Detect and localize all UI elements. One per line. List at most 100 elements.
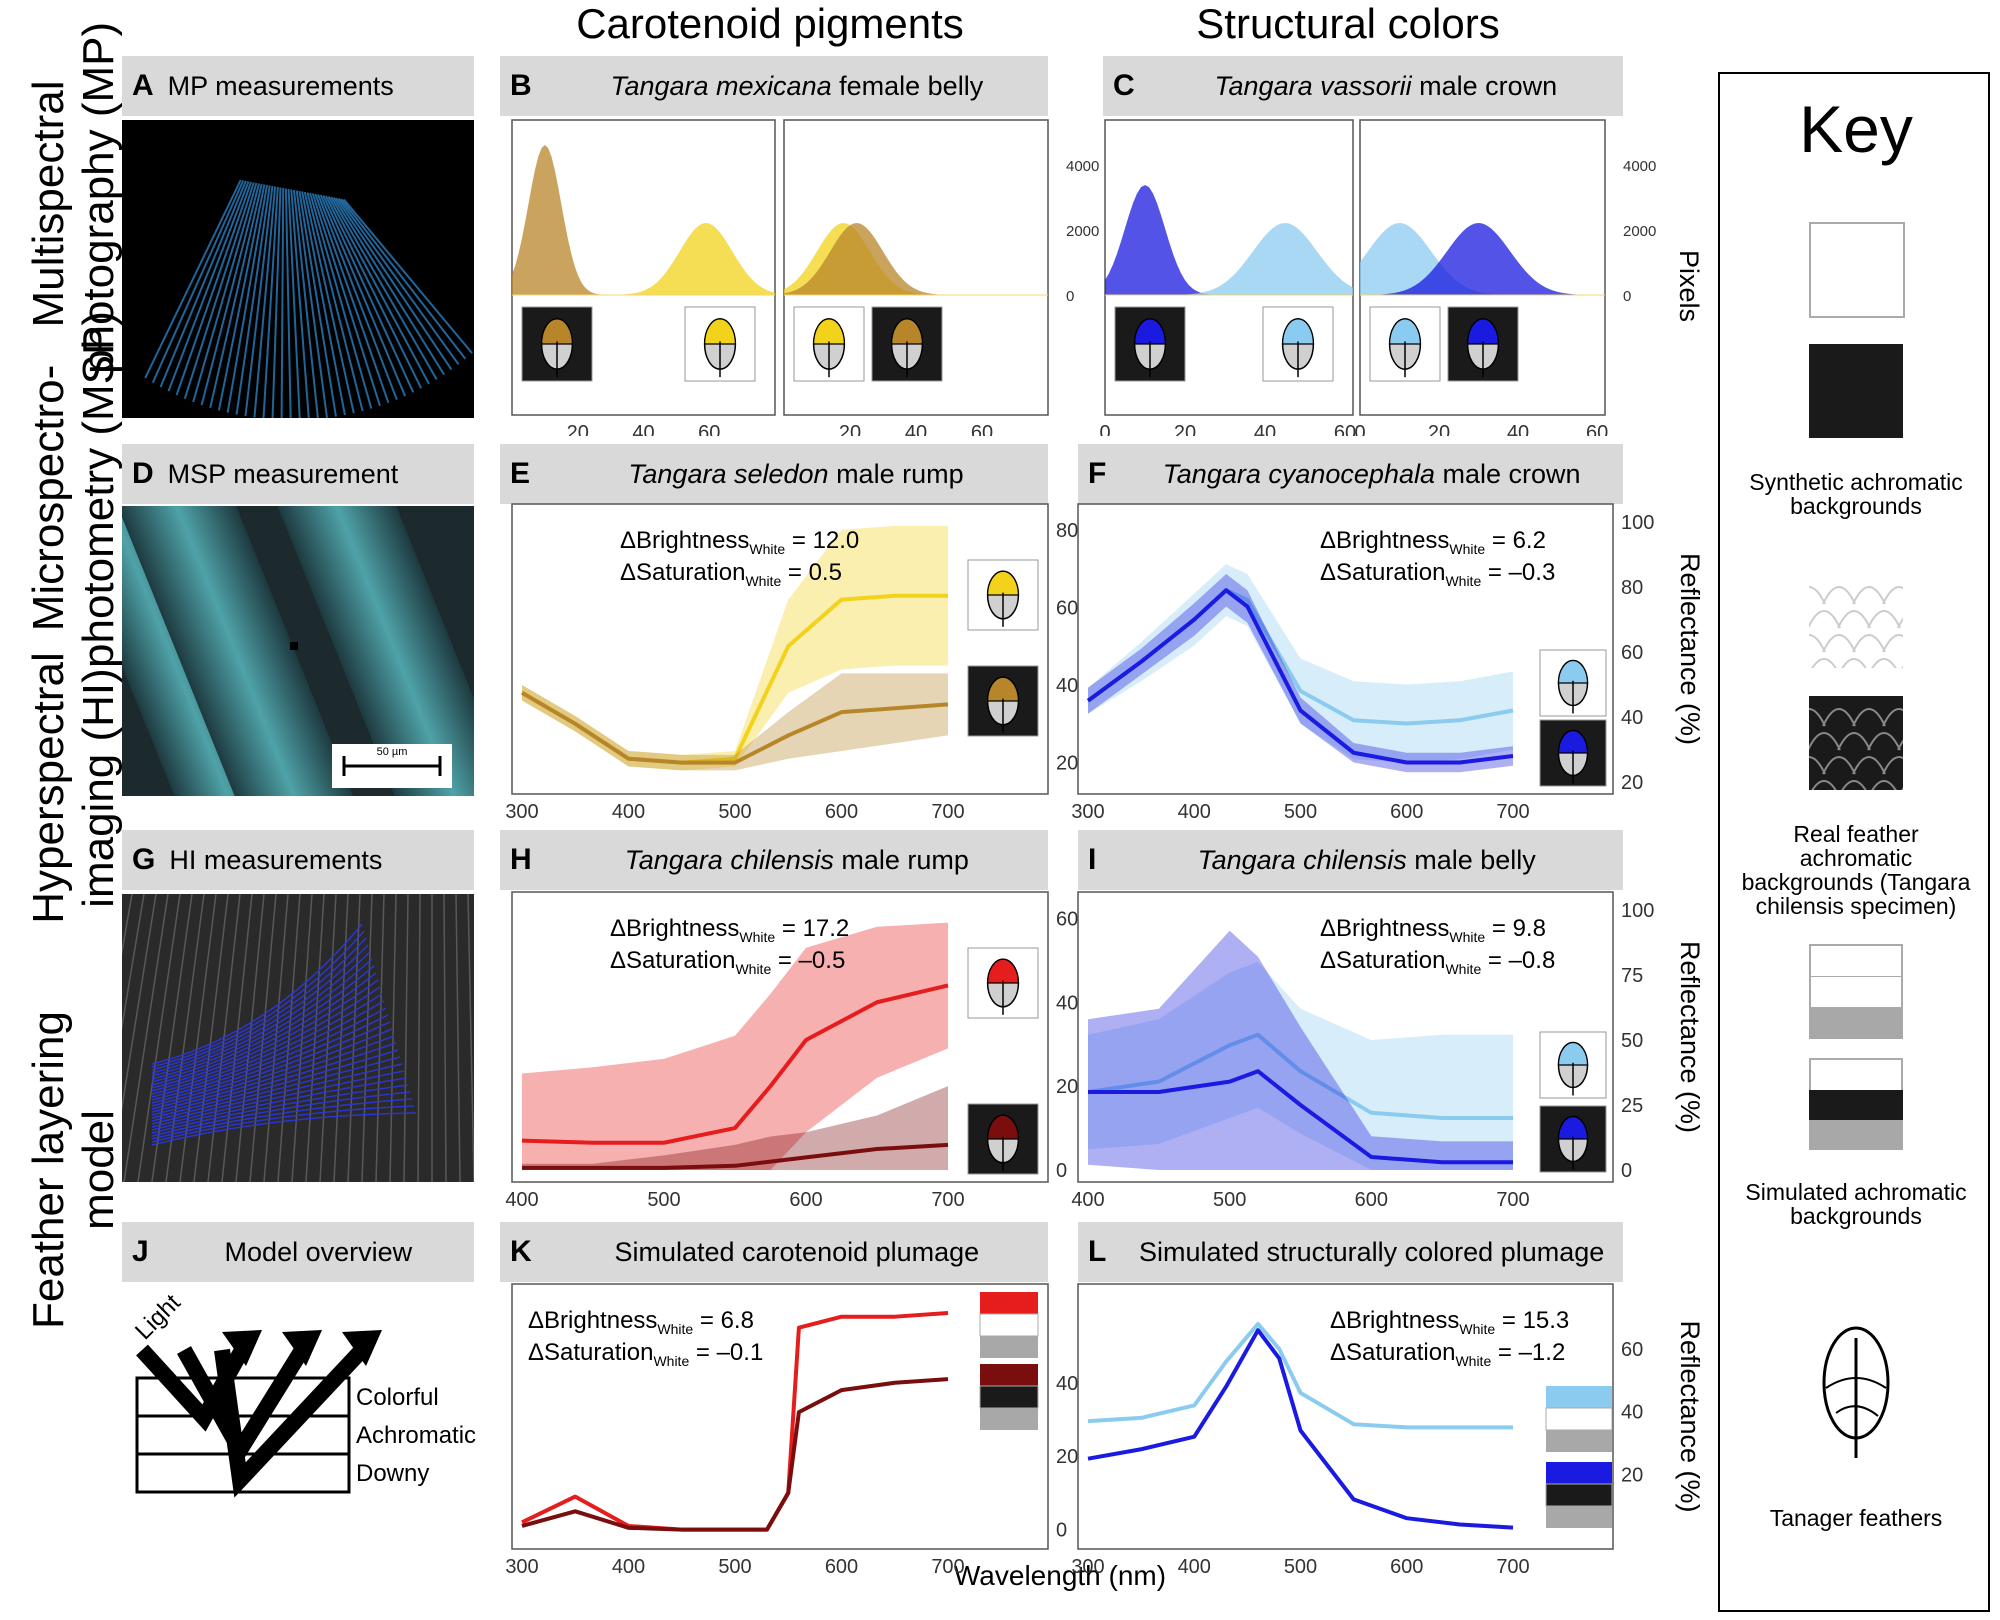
delta-brightness: ΔBrightnessWhite = 6.8 <box>528 1307 754 1337</box>
scale <box>1811 658 1837 668</box>
feather-icon <box>1447 306 1519 382</box>
feather-color <box>986 958 1020 984</box>
barb-line <box>151 1063 403 1125</box>
fibre <box>175 181 253 396</box>
measurement-spot <box>290 642 298 650</box>
row-label-hi: Hyperspectral imaging (HI) <box>24 652 123 924</box>
y-tick: 2000 <box>1623 223 1656 240</box>
scale <box>1822 708 1856 727</box>
band-black <box>522 1086 948 1170</box>
fibre <box>303 191 355 414</box>
barb-line <box>151 965 375 1083</box>
scale <box>1867 732 1901 751</box>
feather-color <box>1281 318 1315 345</box>
panel-d-header: D MSP measurement <box>122 444 474 504</box>
row-label-model: Feather layering model <box>24 1011 123 1329</box>
chart-frame <box>511 503 1049 795</box>
scale <box>1809 708 1826 727</box>
chart-frame <box>511 891 1049 1183</box>
feather-icon-white <box>1539 649 1607 717</box>
swatch-achromatic <box>979 1313 1039 1337</box>
scale <box>1897 739 1903 751</box>
y-tick: 0 <box>1623 288 1631 305</box>
barb-texture <box>122 894 133 956</box>
histogram-white <box>1157 223 1353 295</box>
barb-line <box>151 944 369 1074</box>
y-tick: 40 <box>1621 707 1643 729</box>
swatch-achromatic <box>1545 1483 1613 1507</box>
delta-saturation: ΔSaturationWhite = –0.5 <box>610 947 845 977</box>
fibre <box>280 187 285 418</box>
key-white-background <box>1809 222 1905 318</box>
key-real-label: Real feather achromatic backgrounds (Tanga… <box>1741 821 1971 919</box>
barb-texture <box>291 894 313 1182</box>
scale <box>1837 610 1871 629</box>
y-tick: 0 <box>1621 1160 1632 1182</box>
wavelength-axis-label: Wavelength (nm) <box>953 1560 1167 1591</box>
x-tick: 40 <box>632 422 654 436</box>
histogram-row: 204060Lightness (%)204060020004000Satura… <box>511 119 1700 436</box>
fibre <box>200 183 261 406</box>
barb-line <box>151 1042 397 1116</box>
delta-saturation: ΔSaturationWhite = –0.3 <box>1320 559 1555 589</box>
scale <box>1809 732 1841 751</box>
key-panel: Key Synthetic achromatic backgrounds Real… <box>1718 72 1990 1612</box>
band-white <box>1088 564 1513 763</box>
barb-line <box>151 930 365 1068</box>
feather-icon-black <box>967 665 1039 737</box>
scale <box>1897 617 1903 629</box>
barb-texture <box>389 894 397 1182</box>
barb-texture <box>235 894 265 1182</box>
x-tick: 60 <box>1334 422 1356 436</box>
key-simulated-white <box>1809 944 1903 1039</box>
y-tick: 50 <box>1621 1030 1643 1052</box>
x-tick: 600 <box>825 801 858 823</box>
barb-line <box>151 1105 415 1143</box>
barb-line <box>151 993 383 1095</box>
x-tick: 600 <box>1390 1556 1423 1578</box>
fibre <box>159 180 247 388</box>
fibre <box>298 190 337 417</box>
feather-color <box>890 318 924 345</box>
histogram-black <box>512 145 628 295</box>
barb-texture <box>375 894 385 1182</box>
y-tick: 0 <box>1056 1160 1067 1182</box>
panel-e-header: E Tangara seledon male rump <box>500 444 1048 504</box>
feather-icon-black <box>1539 1105 1607 1173</box>
scale <box>1871 780 1897 790</box>
key-feathers-label: Tanager feathers <box>1769 1505 1943 1531</box>
fibre <box>325 195 423 389</box>
feather-color <box>1557 1115 1589 1140</box>
spectra-charts: 300 400 500 600 70020406080ΔBrightnessWhite … <box>505 503 1700 1578</box>
x-tick: 40 <box>1254 422 1276 436</box>
x-tick: 700 <box>1496 1189 1529 1211</box>
y-tick: 60 <box>1056 908 1078 930</box>
scale <box>1867 610 1901 629</box>
x-tick: 0 <box>1354 422 1365 436</box>
scale <box>1809 586 1826 605</box>
x-tick: 700 <box>931 1556 964 1578</box>
feather-color <box>1133 318 1167 345</box>
swatch-downy <box>1546 1506 1612 1528</box>
y-tick: 25 <box>1621 1095 1643 1117</box>
x-tick: 600 <box>1390 801 1423 823</box>
swatch-color <box>980 1364 1038 1386</box>
barb-line <box>151 1014 389 1104</box>
barb-line <box>151 1112 417 1146</box>
histogram-white <box>600 223 775 295</box>
scale <box>1882 634 1903 653</box>
feather-color <box>1557 729 1589 754</box>
panel-h-header: H Tangara chilensis male rump <box>500 830 1048 890</box>
key-feather-icon <box>1822 1326 1890 1458</box>
histogram-white <box>1360 223 1558 295</box>
delta-brightness: ΔBrightnessWhite = 6.2 <box>1320 527 1546 557</box>
fibre <box>340 198 467 360</box>
scale <box>1852 756 1886 775</box>
x-tick: 300 <box>1071 1556 1104 1578</box>
key-synthetic-label: Synthetic achromatic backgrounds <box>1749 469 1963 519</box>
feather-color <box>1557 659 1589 684</box>
y-tick: 100 <box>1621 900 1654 922</box>
barb-texture <box>417 894 421 1182</box>
band-black <box>1088 574 1513 773</box>
panel-k-header: K Simulated carotenoid plumage <box>500 1222 1048 1282</box>
